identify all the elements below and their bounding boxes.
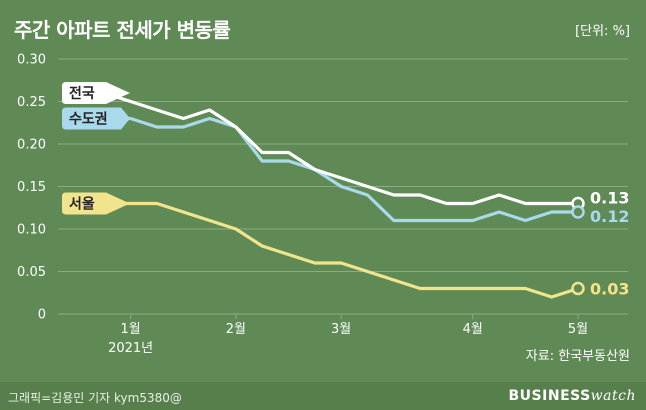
series-name-tag: [62, 82, 130, 104]
x-tick-label: 1월: [121, 322, 141, 337]
x-tick-sublabel: 2021년: [108, 341, 153, 356]
series-end-value: 0.03: [590, 280, 629, 299]
x-tick-label: 2월: [226, 322, 246, 337]
y-tick-label: 0.25: [17, 95, 46, 110]
series-line: [76, 116, 580, 223]
y-tick-label: 0: [38, 308, 46, 323]
graphic-credit: 그래픽=김용민 기자 kym5380@: [8, 391, 182, 405]
series-end-value: 0.13: [590, 189, 629, 208]
x-tick-label: 5월: [568, 322, 588, 337]
brand-logo-bold: BUSINESS: [508, 388, 591, 404]
chart-title: 주간 아파트 전세가 변동률: [14, 18, 231, 42]
series-name-label: 서울: [69, 196, 95, 213]
y-tick-label: 0.05: [17, 265, 46, 280]
series-end-value: 0.12: [590, 207, 629, 226]
y-tick-label: 0.20: [17, 138, 46, 153]
series-name-label: 수도권: [69, 112, 108, 128]
line-chart: 0 0.05 0.10 0.15 0.20 0.25 0.30 1월 2021년 2월 3월 4월 5월…: [17, 53, 629, 357]
y-tick-label: 0.10: [17, 223, 46, 238]
x-tick-label: 4월: [463, 322, 483, 337]
y-tick-label: 0.30: [17, 53, 46, 68]
series-line: [76, 91, 580, 206]
series-name-tag: [62, 107, 130, 130]
series-name-tag: [62, 192, 130, 215]
series-line: [76, 201, 580, 299]
series-end-marker: [571, 281, 585, 296]
footer-bar: [0, 382, 646, 410]
unit-label: [단위: %]: [575, 24, 630, 39]
y-tick-label: 0.15: [17, 180, 46, 195]
source-note: 자료: 한국부동산원: [525, 349, 630, 364]
brand-logo-light: watch: [590, 388, 636, 404]
series-name-label: 전국: [69, 85, 95, 102]
series-end-marker: [571, 205, 585, 219]
brand-logo: BUSINESSwatch: [509, 388, 636, 404]
x-tick-label: 3월: [331, 322, 351, 337]
